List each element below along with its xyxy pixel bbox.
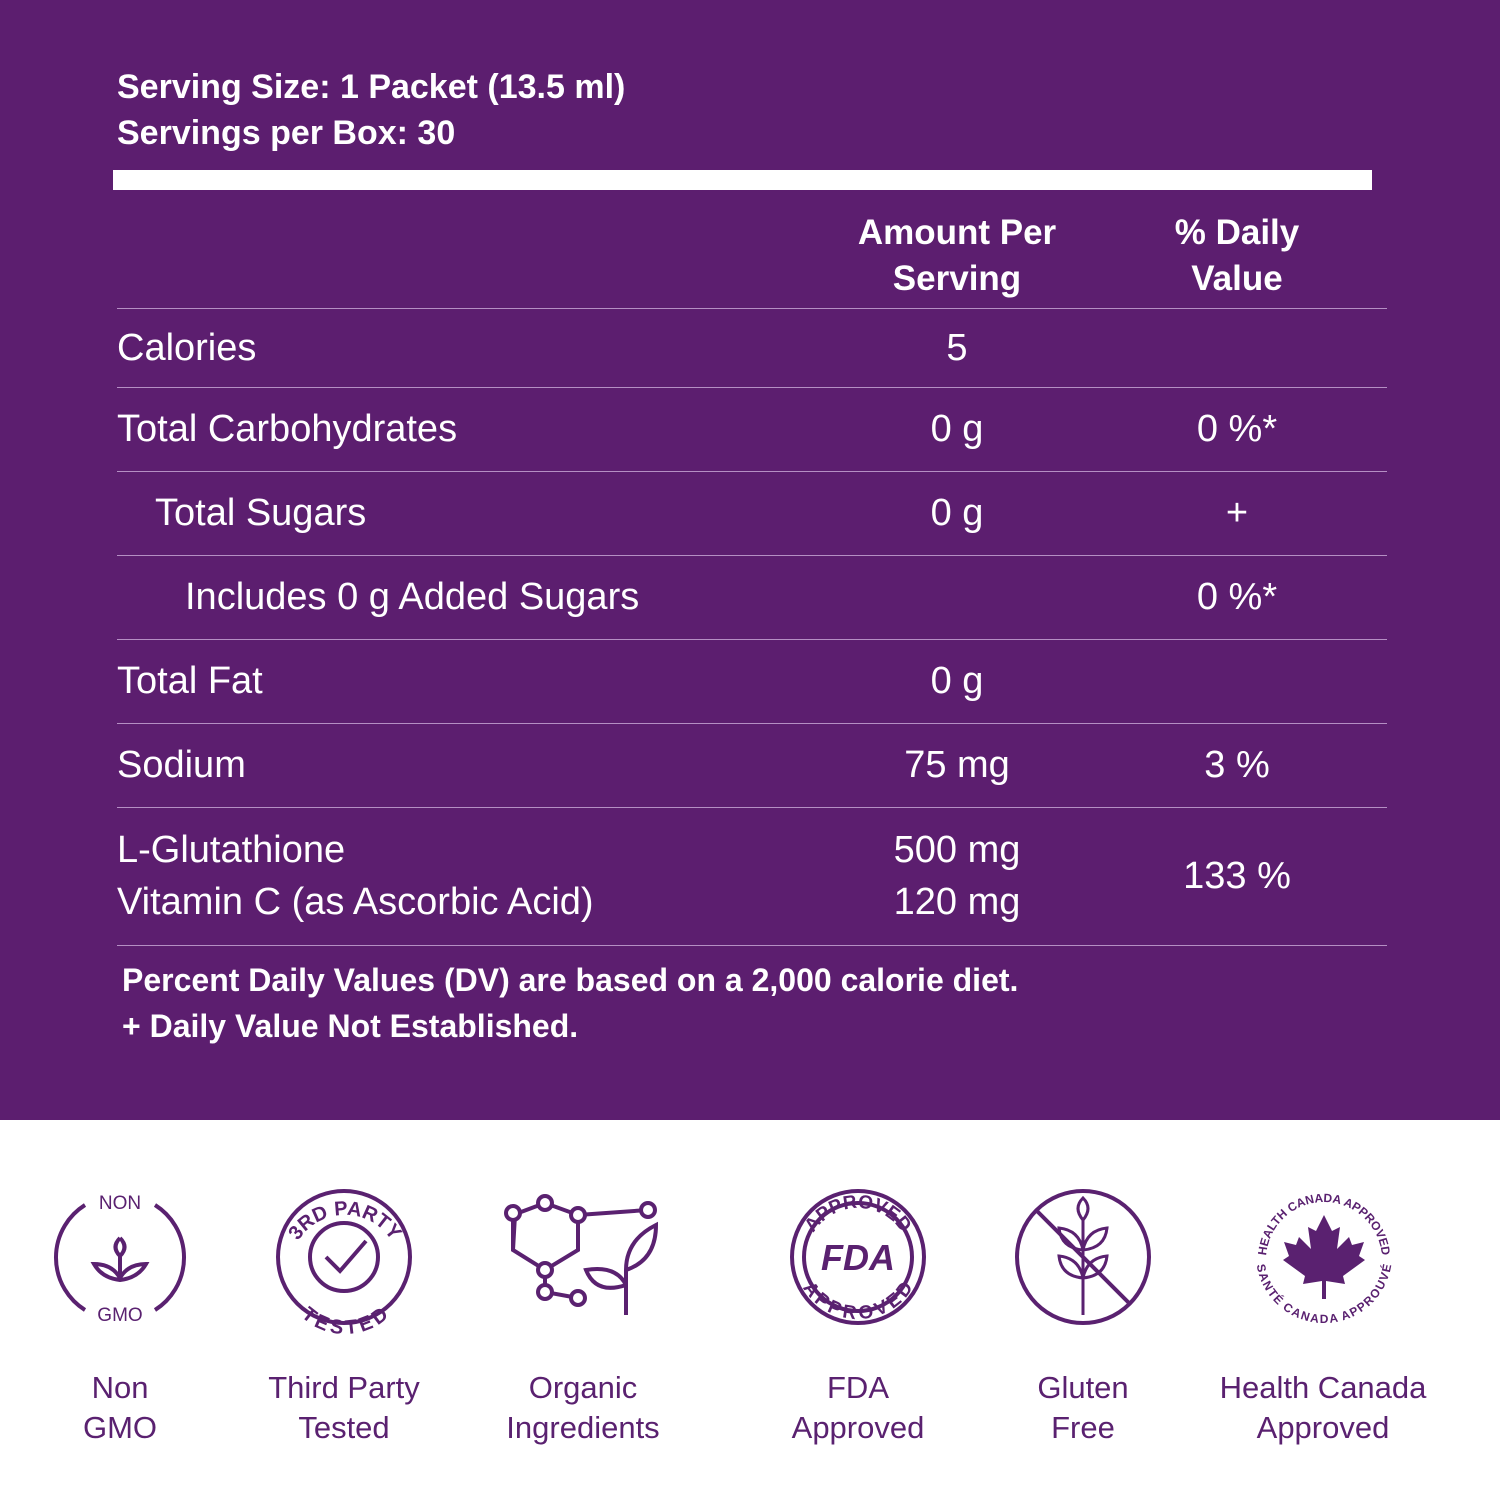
footnote: Percent Daily Values (DV) are based on a… xyxy=(122,962,1019,998)
row-rule xyxy=(117,555,1387,556)
badge-label: GMO xyxy=(83,1410,157,1445)
daily-value: 133 % xyxy=(1137,807,1337,945)
row-rule xyxy=(117,807,1387,808)
icon-text: TESTED xyxy=(297,1303,392,1339)
badge-label: Health Canada xyxy=(1220,1370,1428,1405)
fda-icon: APPROVED FDA APPROVED xyxy=(790,1189,926,1325)
health-canada-icon: HEALTH CANADA APPROVED SANTÉ CANADA APPR… xyxy=(1254,1191,1395,1326)
amount: 500 mg 120 mg xyxy=(817,807,1097,945)
nutrient-name: Calories xyxy=(117,308,817,387)
nutrient-name-line: Vitamin C (as Ascorbic Acid) xyxy=(117,881,594,923)
badge-label: Free xyxy=(1051,1410,1115,1445)
gluten-free-icon xyxy=(1015,1189,1151,1325)
badges: NON GMO 3RD PARTY TESTED APPROVED FDA AP… xyxy=(53,1189,1428,1445)
supplement-facts: Serving Size: 1 Packet (13.5 ml) Serving… xyxy=(0,0,1500,1120)
nutrient-name-line: Total Carbohydrates xyxy=(117,408,458,450)
daily-value-text: 133 % xyxy=(1183,855,1291,897)
icon-text: APPROVED xyxy=(799,1278,918,1324)
amount: 0 g xyxy=(817,387,1097,471)
badge-label: Approved xyxy=(1257,1410,1390,1445)
badge-label: FDA xyxy=(827,1370,889,1405)
nutrient-name: Includes 0 g Added Sugars xyxy=(185,555,885,639)
daily-value: 0 %* xyxy=(1137,387,1337,471)
column-header: % Daily Value xyxy=(1174,213,1300,298)
amount: 0 g xyxy=(817,639,1097,723)
daily-value-text: 3 % xyxy=(1204,744,1270,786)
nutrient-name: Total Sugars xyxy=(155,471,855,555)
nutrient-name-line: Calories xyxy=(117,326,257,369)
row-rule xyxy=(117,471,1387,472)
nutrient-name-line: Total Fat xyxy=(117,660,263,702)
daily-value: + xyxy=(1137,471,1337,555)
nutrient-name-line: Sodium xyxy=(117,744,246,786)
row-rule xyxy=(117,723,1387,724)
amount-line: 75 mg xyxy=(904,744,1010,786)
badge-label: Tested xyxy=(298,1410,389,1445)
serving-size: Serving Size: 1 Packet (13.5 ml) xyxy=(117,68,626,106)
amount-line: 0 g xyxy=(930,408,984,450)
icon-text: GMO xyxy=(97,1305,142,1326)
amount: 5 xyxy=(817,308,1097,387)
row-rule xyxy=(117,945,1387,946)
nutrient-name-line: L-Glutathione xyxy=(117,829,346,871)
thick-rule xyxy=(113,170,1372,190)
nutrient-name-line: Includes 0 g Added Sugars xyxy=(185,576,640,618)
badge-label: Organic xyxy=(529,1370,638,1405)
nutrient-name: L-Glutathione Vitamin C (as Ascorbic Acid… xyxy=(117,807,817,945)
badge-label: Gluten xyxy=(1037,1370,1128,1405)
daily-value-text: 0 %* xyxy=(1196,408,1278,450)
daily-value-text: 0 %* xyxy=(1196,576,1278,618)
nutrient-name: Total Carbohydrates xyxy=(117,387,817,471)
amount-line: 0 g xyxy=(930,660,984,702)
badge-label: Third Party xyxy=(268,1370,420,1405)
badge-label: Non xyxy=(92,1370,149,1405)
row-rule xyxy=(117,308,1387,309)
amount: 75 mg xyxy=(817,723,1097,807)
daily-value-text: + xyxy=(1225,492,1249,534)
footnote: + Daily Value Not Established. xyxy=(122,1008,579,1044)
badge-label: Ingredients xyxy=(506,1410,659,1445)
servings: Servings per Box: 30 xyxy=(117,114,456,152)
daily-value: 3 % xyxy=(1137,723,1337,807)
amount-line: 120 mg xyxy=(893,881,1021,923)
column-header: Amount Per Serving xyxy=(857,213,1057,298)
amount-line: 5 xyxy=(946,326,968,369)
icon-text: APPROVED xyxy=(801,1192,916,1236)
nutrient-name: Sodium xyxy=(117,723,817,807)
non-gmo-icon: NON GMO xyxy=(53,1193,187,1326)
amount-line: 500 mg xyxy=(893,829,1021,871)
daily-value: 0 %* xyxy=(1137,555,1337,639)
nutrient-name-line: Total Sugars xyxy=(155,492,367,534)
icon-text: FDA xyxy=(821,1237,895,1278)
icon-text: NON xyxy=(99,1193,141,1214)
badge-label: Approved xyxy=(792,1410,925,1445)
row-rule xyxy=(117,387,1387,388)
row-rule xyxy=(117,639,1387,640)
organic-icon xyxy=(504,1194,659,1315)
amount-line: 0 g xyxy=(930,492,984,534)
third-party-icon: 3RD PARTY TESTED xyxy=(276,1189,412,1339)
nutrient-name: Total Fat xyxy=(117,639,817,723)
amount: 0 g xyxy=(817,471,1097,555)
